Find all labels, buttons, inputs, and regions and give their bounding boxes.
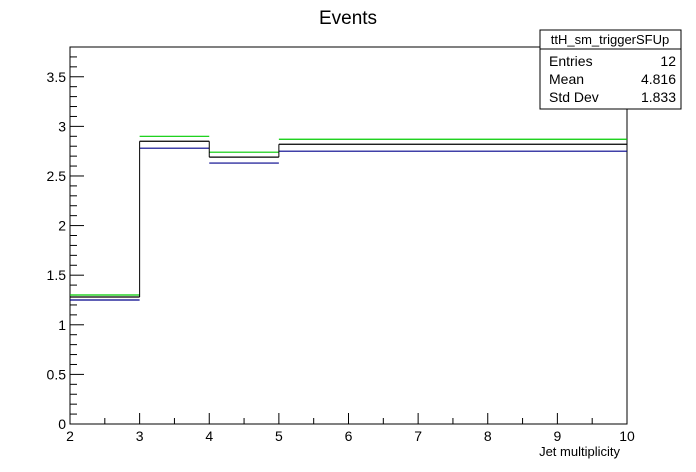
stats-stddev-value: 1.833 xyxy=(641,89,676,105)
x-tick-label: 4 xyxy=(205,428,213,444)
y-tick-label: 3.5 xyxy=(47,69,67,85)
y-tick-label: 0 xyxy=(58,416,66,432)
stats-entries-value: 12 xyxy=(660,53,676,69)
y-tick-label: 0.5 xyxy=(47,366,67,382)
x-tick-label: 7 xyxy=(414,428,422,444)
x-tick-label: 5 xyxy=(275,428,283,444)
stats-box-frame xyxy=(539,29,682,110)
histogram-series xyxy=(70,135,627,301)
x-tick-label: 2 xyxy=(66,428,74,444)
stats-entries-label: Entries xyxy=(549,53,593,69)
y-tick-label: 3 xyxy=(58,118,66,134)
stats-box: ttH_sm_triggerSFUp Entries 12 Mean 4.816… xyxy=(539,29,682,110)
y-tick-label: 1.5 xyxy=(47,267,67,283)
stats-stddev-label: Std Dev xyxy=(549,89,599,105)
x-tick-label: 6 xyxy=(345,428,353,444)
x-tick-label: 3 xyxy=(136,428,144,444)
y-tick-label: 2.5 xyxy=(47,168,67,184)
stats-mean-value: 4.816 xyxy=(641,71,676,87)
x-tick-label: 10 xyxy=(619,428,635,444)
y-tick-label: 1 xyxy=(58,317,66,333)
x-tick-label: 8 xyxy=(484,428,492,444)
chart-title: Events xyxy=(319,8,377,29)
y-tick-label: 2 xyxy=(58,218,66,234)
y-axis: 0 0.5 1 1.5 2 2.5 3 3.5 xyxy=(47,46,84,432)
x-axis: 2 3 4 5 6 7 8 9 10 xyxy=(66,413,635,444)
x-tick-label: 9 xyxy=(553,428,561,444)
stats-mean-label: Mean xyxy=(549,71,584,87)
stats-box-title: ttH_sm_triggerSFUp xyxy=(551,32,669,47)
x-axis-title: Jet multiplicity xyxy=(539,444,620,459)
